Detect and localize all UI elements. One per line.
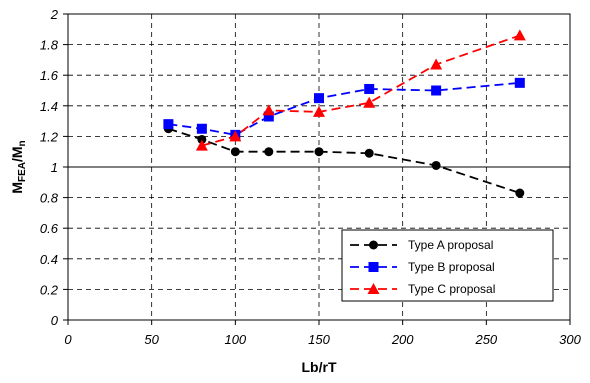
y-tick-label: 1.6 <box>40 68 59 83</box>
y-tick-label: 1.8 <box>40 38 59 53</box>
x-tick-label: 250 <box>474 332 497 347</box>
y-tick-label: 1 <box>51 160 58 175</box>
data-point <box>430 58 443 70</box>
x-tick-label: 200 <box>391 332 414 347</box>
data-point <box>431 160 441 170</box>
axes: 0 50 100 150 200 250 300 0 0.2 0.4 0.6 0.8 1 1.2 1.4 1.… <box>40 7 582 347</box>
y-axis-title: MFEA/Mn <box>9 140 28 193</box>
legend-swatch-marker <box>367 283 380 294</box>
data-point <box>363 96 376 108</box>
y-axis-title-sep: /M <box>9 146 25 162</box>
data-point <box>230 147 240 157</box>
legend-label: Type C proposal <box>408 282 495 296</box>
x-axis-title: Lb/rT <box>302 359 337 375</box>
series-line <box>168 127 521 194</box>
data-point <box>314 147 324 157</box>
series-type-c-proposal <box>195 29 526 151</box>
y-axis-title-main: M <box>9 182 25 194</box>
legend-swatch-marker <box>369 240 378 250</box>
data-point <box>163 119 174 130</box>
y-axis-title-sub2: n <box>17 140 28 146</box>
series-type-a-proposal <box>163 124 525 198</box>
data-point <box>513 29 526 41</box>
data-point <box>313 105 325 117</box>
y-axis-title-sub1: FEA <box>17 162 28 182</box>
legend-label: Type A proposal <box>408 238 493 252</box>
y-tick-label: 2 <box>50 7 59 22</box>
legend-items: Type A proposal Type B proposal Type C pro… <box>350 238 495 296</box>
x-tick-label: 100 <box>224 332 246 347</box>
y-tick-label: 0.8 <box>40 191 59 206</box>
y-tick-label: 0 <box>51 313 59 328</box>
data-point <box>431 85 442 96</box>
x-tick-label: 0 <box>64 332 72 347</box>
y-tick-label: 0.6 <box>40 221 59 236</box>
data-point <box>314 93 324 104</box>
grid-lines <box>68 14 570 320</box>
data-point <box>263 111 274 122</box>
y-tick-label: 0.2 <box>40 282 59 297</box>
series-group <box>163 29 526 198</box>
legend-item: Type C proposal <box>350 282 495 296</box>
data-point <box>515 188 525 198</box>
y-tick-label: 1.4 <box>40 99 58 114</box>
legend-label: Type B proposal <box>408 260 495 274</box>
data-point <box>364 83 375 94</box>
data-point <box>514 77 525 88</box>
legend-item: Type A proposal <box>350 238 493 252</box>
x-tick-label: 50 <box>144 332 159 347</box>
series-line <box>168 81 520 136</box>
legend-item: Type B proposal <box>350 260 495 274</box>
x-tick-label: 300 <box>559 332 581 347</box>
data-point <box>196 123 207 134</box>
legend: Type A proposal Type B proposal Type C pro… <box>341 229 554 302</box>
data-point <box>364 148 374 158</box>
x-tick-label: 150 <box>308 332 330 347</box>
y-tick-label: 0.4 <box>40 252 58 267</box>
data-point <box>197 134 207 144</box>
data-point <box>229 130 242 142</box>
data-point <box>195 139 208 151</box>
y-tick-label: 1.2 <box>40 129 59 144</box>
data-point <box>262 104 275 116</box>
data-point <box>264 147 274 157</box>
legend-swatch-marker <box>368 262 379 272</box>
